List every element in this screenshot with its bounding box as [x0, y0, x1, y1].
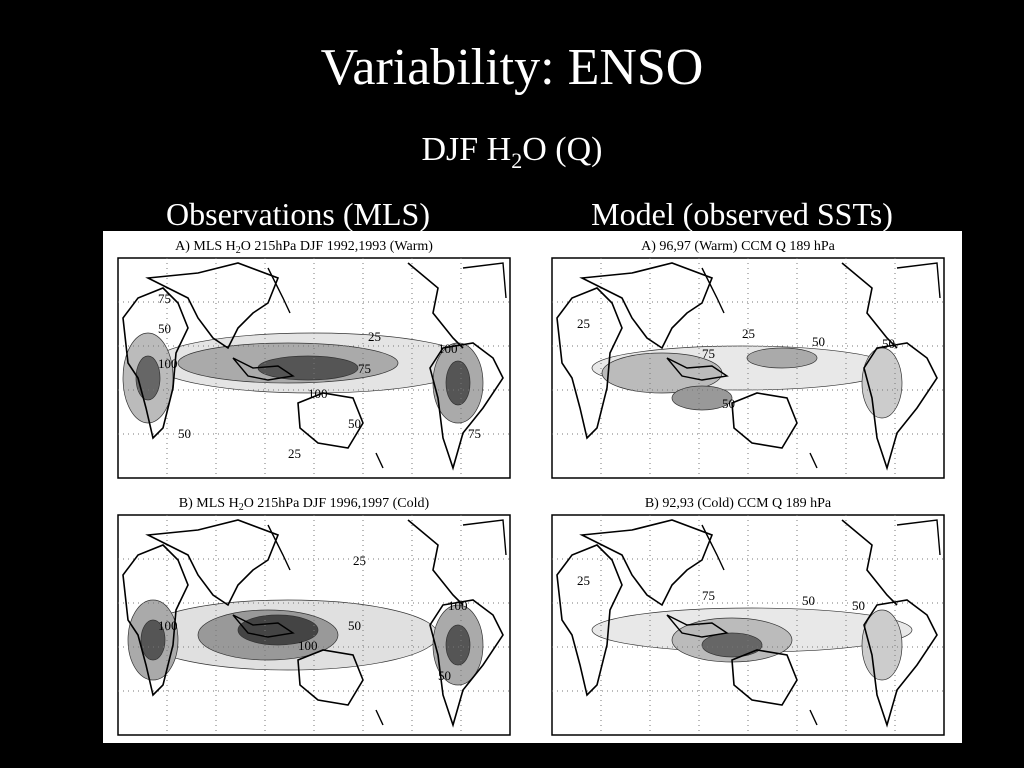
contour-label: 50	[812, 334, 825, 349]
map-panel: 25 25 50 75 50 50	[551, 257, 945, 479]
contour-label: 75	[702, 588, 715, 603]
panel-title-text: B) 92,93 (Cold) CCM Q 189 hPa	[645, 496, 832, 511]
map-panel: 25 75 50 50	[551, 514, 945, 736]
panel-title: B) 92,93 (Cold) CCM Q 189 hPa	[645, 496, 832, 511]
shaded-region	[445, 360, 471, 406]
shaded-region	[701, 632, 763, 658]
contour-label: 75	[358, 361, 371, 376]
contour-label: 25	[577, 573, 590, 588]
shaded-region	[237, 614, 319, 646]
panel-title-text: A) MLS H	[175, 239, 236, 254]
shaded-region	[445, 624, 471, 666]
panel-title-subscript: 2	[236, 245, 241, 256]
subtitle-subscript: 2	[511, 148, 522, 173]
contour-label: 25	[742, 326, 755, 341]
contour-label: 75	[468, 426, 481, 441]
contour-label: 50	[438, 668, 451, 683]
panel-title-subscript: 2	[239, 502, 244, 513]
contour-label: 75	[702, 346, 715, 361]
slide-title: Variability: ENSO	[321, 39, 704, 96]
contour-label: 25	[368, 329, 381, 344]
column-label: Model (observed SSTs)	[591, 196, 893, 232]
shaded-region	[135, 355, 161, 401]
contour-label: 50	[158, 321, 171, 336]
map-panel: 25 50 75 100 75 100 50 100 50 25 75	[117, 257, 511, 479]
map-panel: 25 100 50 100 100 50	[117, 514, 511, 736]
contour-label: 100	[438, 341, 458, 356]
panel-title-text: O 215hPa DJF 1996,1997 (Cold)	[244, 496, 430, 511]
panel-title: A) MLS H2O 215hPa DJF 1992,1993 (Warm)	[175, 239, 433, 256]
panel-title: B) MLS H2O 215hPa DJF 1996,1997 (Cold)	[179, 496, 430, 513]
shaded-region	[746, 347, 818, 369]
contour-label: 50	[178, 426, 191, 441]
contour-label: 50	[722, 396, 735, 411]
contour-label: 75	[158, 291, 171, 306]
contour-label: 100	[308, 386, 328, 401]
contour-label: 50	[802, 593, 815, 608]
contour-label: 50	[348, 416, 361, 431]
contour-label: 25	[288, 446, 301, 461]
panel-title: A) 96,97 (Warm) CCM Q 189 hPa	[641, 239, 835, 254]
subtitle-text: O (Q)	[522, 131, 602, 168]
contour-label: 50	[882, 336, 895, 351]
panel-title-text: A) 96,97 (Warm) CCM Q 189 hPa	[641, 239, 835, 254]
column-label: Observations (MLS)	[166, 196, 430, 232]
contour-label: 50	[852, 598, 865, 613]
panel-title-text: O 215hPa DJF 1992,1993 (Warm)	[241, 239, 433, 254]
contour-label: 100	[158, 356, 178, 371]
panel-title-text: B) MLS H	[179, 496, 239, 511]
contour-label: 25	[577, 316, 590, 331]
slide-subtitle: DJF H2O (Q)	[421, 131, 602, 173]
shaded-region	[671, 385, 733, 411]
shaded-region	[140, 619, 166, 661]
subtitle-text: DJF H	[421, 131, 511, 168]
contour-label: 50	[348, 618, 361, 633]
shaded-region	[257, 355, 359, 381]
shaded-region	[861, 609, 903, 681]
contour-label: 100	[448, 598, 468, 613]
contour-label: 100	[298, 638, 318, 653]
contour-label: 100	[158, 618, 178, 633]
contour-label: 25	[353, 553, 366, 568]
